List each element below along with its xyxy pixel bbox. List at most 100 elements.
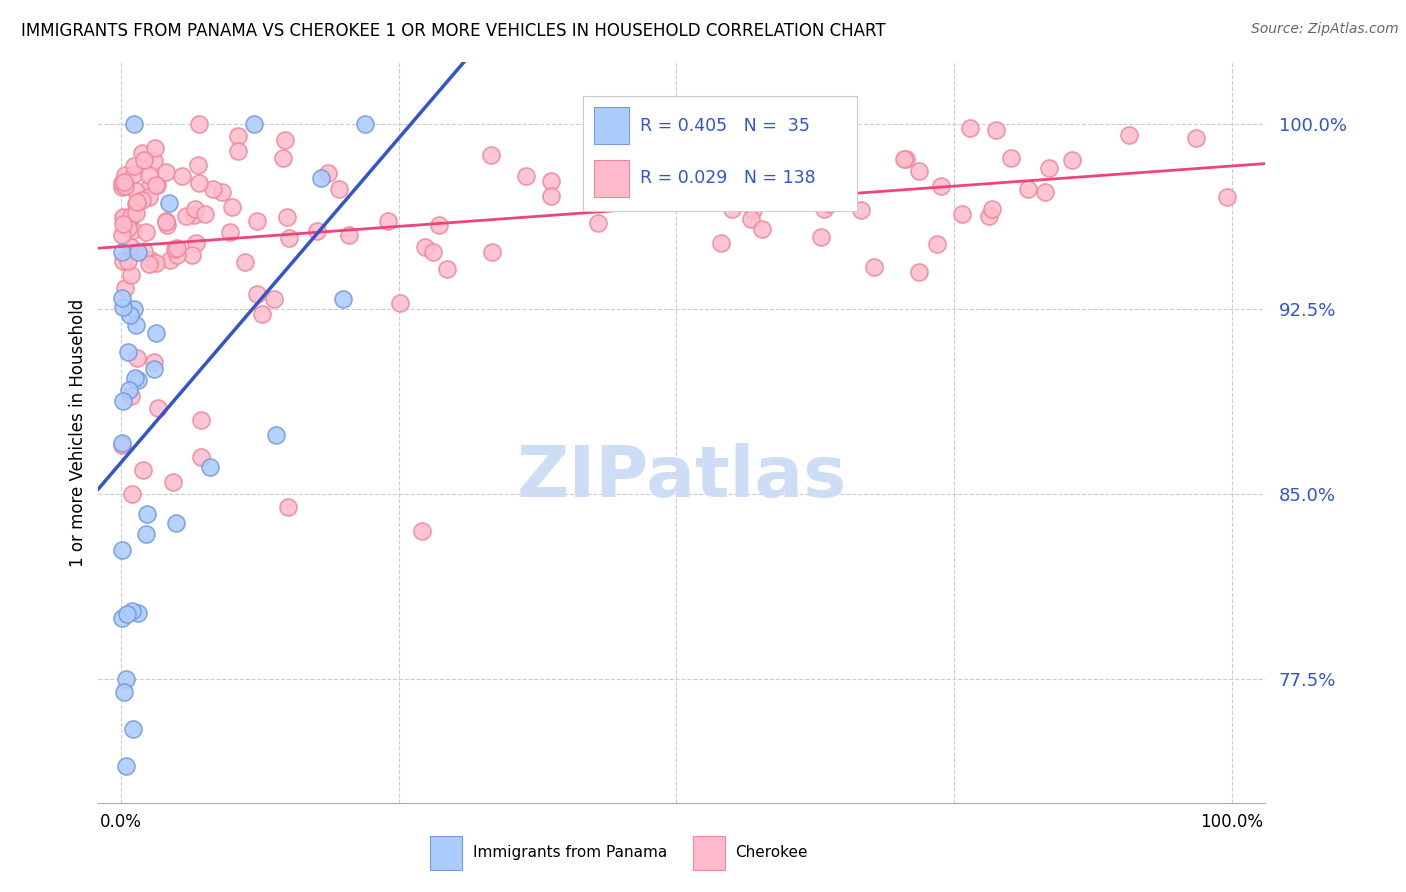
Point	[1033, 185, 1056, 199]
Point	[264, 427, 287, 442]
Point	[277, 230, 299, 244]
Point	[112, 301, 135, 315]
Point	[135, 225, 157, 239]
Point	[117, 216, 139, 230]
Point	[111, 244, 134, 259]
Point	[112, 393, 135, 408]
Point	[479, 148, 502, 162]
Point	[142, 153, 165, 168]
Point	[221, 200, 243, 214]
Point	[959, 121, 981, 136]
Point	[700, 130, 723, 145]
Point	[111, 176, 134, 190]
Point	[710, 117, 733, 131]
Point	[155, 214, 177, 228]
Point	[120, 239, 142, 253]
Point	[481, 245, 503, 260]
Point	[908, 265, 931, 279]
Point	[145, 178, 167, 192]
Point	[740, 211, 762, 226]
Point	[166, 248, 188, 262]
Point	[427, 219, 450, 233]
Point	[925, 236, 948, 251]
Point	[170, 169, 193, 184]
Text: IMMIGRANTS FROM PANAMA VS CHEROKEE 1 OR MORE VEHICLES IN HOUSEHOLD CORRELATION C: IMMIGRANTS FROM PANAMA VS CHEROKEE 1 OR …	[21, 22, 886, 40]
Point	[328, 182, 350, 196]
Point	[586, 216, 609, 230]
Point	[114, 168, 136, 182]
Point	[159, 253, 181, 268]
Point	[118, 308, 141, 322]
Point	[263, 292, 285, 306]
Point	[131, 193, 153, 207]
Point	[124, 159, 146, 173]
Point	[118, 214, 141, 228]
Point	[114, 179, 136, 194]
Point	[377, 214, 399, 228]
Point	[134, 244, 156, 259]
Point	[114, 281, 136, 295]
Point	[1216, 190, 1239, 204]
Point	[125, 206, 148, 220]
Point	[603, 123, 626, 137]
Point	[277, 500, 299, 514]
Point	[413, 240, 436, 254]
Point	[893, 153, 915, 167]
Point	[250, 308, 273, 322]
Point	[155, 215, 177, 229]
Point	[125, 196, 148, 211]
Point	[131, 145, 153, 160]
Point	[111, 180, 134, 194]
Point	[1017, 182, 1039, 196]
Point	[422, 244, 444, 259]
Point	[145, 326, 167, 341]
Point	[174, 209, 197, 223]
Point	[127, 373, 149, 387]
Point	[142, 355, 165, 369]
Point	[121, 487, 143, 501]
Point	[138, 168, 160, 182]
Point	[117, 254, 139, 268]
Point	[305, 224, 328, 238]
Point	[120, 209, 142, 223]
Point	[187, 176, 209, 190]
Text: Source: ZipAtlas.com: Source: ZipAtlas.com	[1251, 22, 1399, 37]
Point	[710, 235, 733, 250]
Point	[127, 606, 149, 620]
Point	[120, 268, 142, 283]
Point	[184, 202, 207, 216]
Point	[142, 362, 165, 376]
Point	[316, 166, 339, 180]
Point	[929, 179, 952, 194]
Point	[132, 153, 155, 167]
Point	[121, 223, 143, 237]
Point	[117, 221, 139, 235]
Point	[111, 210, 134, 224]
Point	[276, 210, 298, 224]
Point	[187, 117, 209, 131]
Point	[721, 202, 744, 216]
Point	[813, 202, 835, 216]
Point	[112, 684, 135, 698]
Point	[515, 169, 537, 183]
Point	[111, 227, 134, 242]
Point	[118, 383, 141, 397]
Point	[190, 450, 212, 465]
Point	[411, 524, 433, 539]
Point	[246, 287, 269, 301]
Point	[246, 214, 269, 228]
Point	[810, 230, 832, 244]
Point	[135, 508, 157, 522]
Text: ZIPatlas: ZIPatlas	[517, 442, 846, 511]
Point	[1038, 161, 1060, 176]
Point	[138, 190, 160, 204]
Point	[211, 185, 233, 199]
Point	[981, 202, 1004, 216]
Point	[814, 190, 837, 204]
Point	[849, 203, 872, 218]
Point	[121, 604, 143, 618]
Point	[817, 196, 839, 211]
Point	[436, 262, 458, 277]
Point	[187, 158, 209, 172]
Point	[111, 542, 134, 557]
